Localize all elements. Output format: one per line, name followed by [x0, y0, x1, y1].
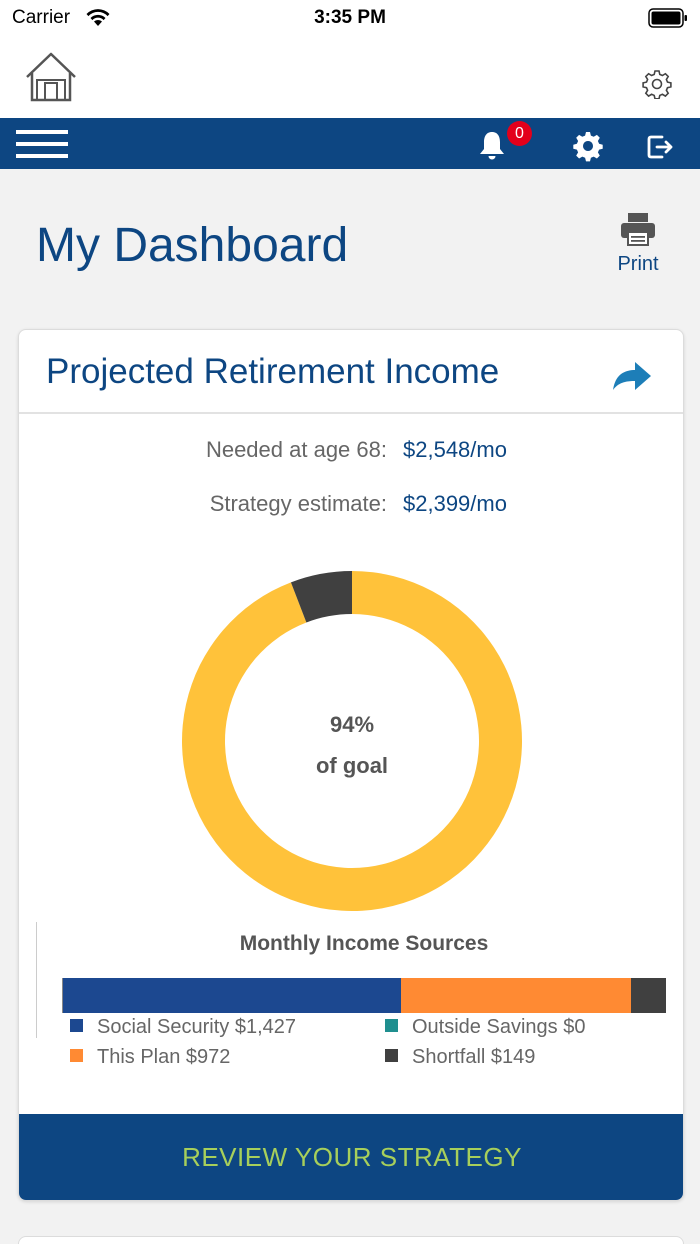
review-strategy-button[interactable]: REVIEW YOUR STRATEGY	[19, 1114, 683, 1200]
bar-segment-1	[400, 978, 631, 1013]
legend-swatch	[70, 1019, 83, 1032]
legend-label: Social Security $1,427	[97, 1016, 297, 1038]
app-header	[0, 36, 700, 118]
legend-item: Outside Savings $0	[385, 1016, 585, 1039]
share-arrow-icon[interactable]	[611, 360, 653, 392]
legend-swatch	[385, 1019, 398, 1032]
legend-item: This Plan $972	[70, 1046, 230, 1069]
legend-label: Shortfall $149	[412, 1046, 536, 1068]
donut-center: 94% of goal	[180, 704, 524, 786]
card-header: Projected Retirement Income	[19, 330, 683, 414]
carrier-label: Carrier	[12, 7, 71, 28]
legend-swatch	[70, 1049, 83, 1062]
card-title: Projected Retirement Income	[46, 352, 500, 391]
bar-segment-0	[63, 978, 401, 1013]
next-card	[18, 1236, 684, 1244]
status-bar: Carrier 3:35 PM	[0, 0, 700, 36]
legend-item: Shortfall $149	[385, 1046, 535, 1069]
battery-icon	[648, 8, 687, 28]
projected-income-card: Projected Retirement Income Needed at ag…	[18, 329, 684, 1201]
income-sources-bar	[62, 978, 666, 1013]
estimate-label: Strategy estimate:	[209, 491, 387, 516]
needed-value: $2,548/mo	[403, 437, 507, 462]
legend-label: This Plan $972	[97, 1046, 231, 1068]
print-label: Print	[617, 253, 659, 275]
goal-donut-chart	[182, 571, 522, 911]
nav-settings-gear-icon[interactable]	[572, 130, 604, 162]
print-button[interactable]: Print	[612, 212, 664, 276]
legend-swatch	[385, 1049, 398, 1062]
income-sources-title: Monthly Income Sources	[239, 932, 489, 955]
settings-gear-icon[interactable]	[642, 69, 672, 99]
clock: 3:35 PM	[314, 7, 386, 28]
notifications-bell-icon[interactable]	[476, 129, 508, 161]
notification-count-badge: 0	[507, 121, 532, 146]
logout-icon[interactable]	[646, 133, 674, 161]
estimate-value: $2,399/mo	[403, 491, 507, 516]
chart-axis-line	[36, 922, 37, 1038]
page-title: My Dashboard	[36, 219, 349, 272]
goal-label: of goal	[315, 753, 389, 778]
home-icon[interactable]	[24, 50, 78, 104]
legend-label: Outside Savings $0	[412, 1016, 586, 1038]
bar-segment-3	[630, 978, 666, 1013]
printer-icon	[621, 213, 655, 246]
needed-label: Needed at age 68:	[205, 437, 387, 462]
goal-percent: 94%	[329, 712, 375, 737]
hamburger-menu-icon[interactable]	[16, 130, 68, 158]
legend-item: Social Security $1,427	[70, 1016, 296, 1039]
wifi-icon	[86, 9, 110, 26]
donut-slice-1	[290, 571, 352, 623]
